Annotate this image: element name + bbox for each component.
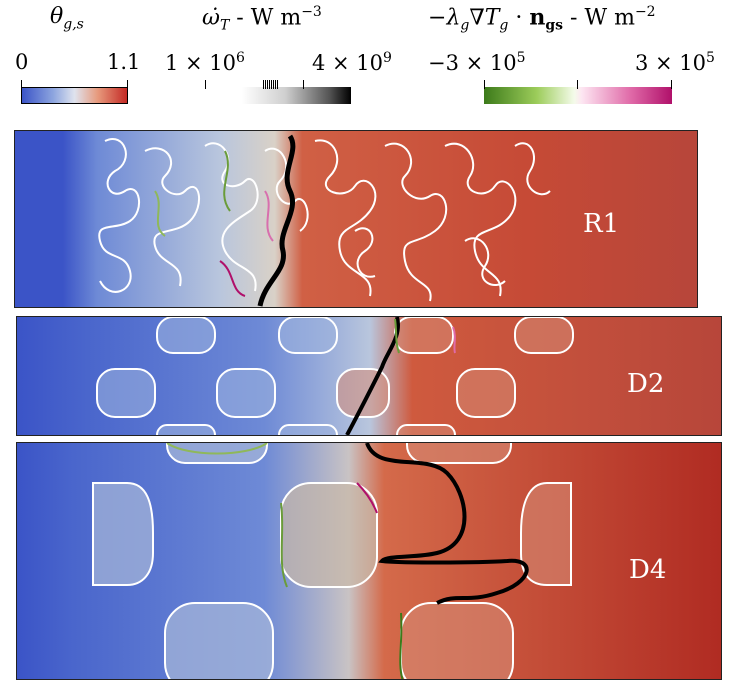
legend-flux-colorbar — [484, 87, 672, 104]
panel-d2: D2 — [16, 316, 722, 436]
panel-r1-label: R1 — [583, 209, 620, 239]
legend-flux-min: −3 × 105 — [428, 50, 526, 75]
legend-theta-min: 0 — [15, 50, 29, 74]
legend-flux-max: 3 × 105 — [635, 50, 715, 75]
legend-omega-min: 1 × 106 — [165, 50, 245, 75]
legend-theta-colorbar — [21, 87, 128, 104]
legend-flux: −λg∇Tg · ngs - W m−2 −3 × 105 3 × 105 — [428, 0, 738, 112]
legend-omega: ω̇T - W m−3 1 × 106 4 × 109 — [165, 0, 410, 112]
legend-omega-max: 4 × 109 — [312, 50, 392, 75]
legend-omega-title: ω̇T - W m−3 — [202, 4, 322, 34]
panel-d4: D4 — [16, 442, 722, 680]
panel-r1: R1 — [14, 130, 698, 308]
legend-omega-colorbar — [205, 87, 351, 104]
panel-r1-field — [15, 131, 697, 307]
panel-d2-label: D2 — [627, 369, 665, 399]
panel-d4-label: D4 — [629, 555, 667, 585]
legend-theta: θg,s 0 1.1 — [15, 0, 140, 112]
panel-d4-field — [17, 443, 721, 679]
legend-theta-title: θg,s — [50, 4, 84, 33]
legend-flux-title: −λg∇Tg · ngs - W m−2 — [428, 4, 656, 34]
legend-theta-max: 1.1 — [107, 50, 141, 74]
panel-d2-field — [17, 317, 721, 435]
